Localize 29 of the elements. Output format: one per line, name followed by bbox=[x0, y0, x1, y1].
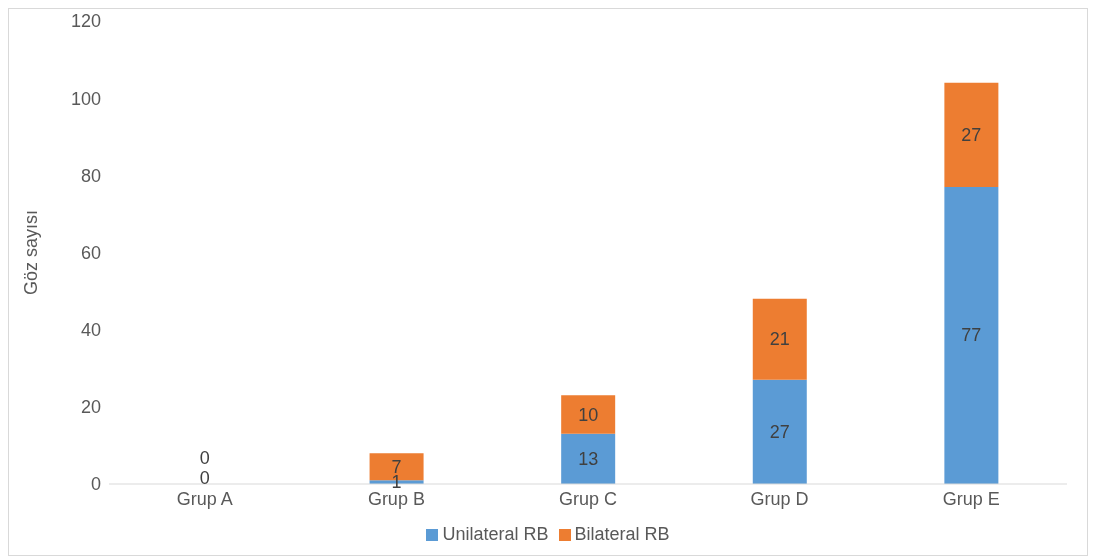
bar bbox=[944, 186, 999, 484]
data-label: 0 bbox=[199, 468, 210, 488]
y-tick-label: 80 bbox=[80, 165, 101, 186]
y-tick-label: 40 bbox=[80, 320, 101, 341]
x-tick-label: Grup D bbox=[750, 488, 809, 509]
x-tick-label: Grup B bbox=[367, 488, 425, 509]
data-label: 0 bbox=[199, 448, 210, 468]
bar bbox=[561, 395, 616, 434]
y-tick-label: 120 bbox=[70, 11, 101, 32]
bar bbox=[752, 298, 807, 380]
y-axis-title: Göz sayısı bbox=[21, 209, 42, 296]
data-label: 27 bbox=[961, 124, 982, 145]
y-tick-label: 20 bbox=[80, 397, 101, 418]
data-label: 27 bbox=[769, 421, 790, 442]
y-tick-label: 60 bbox=[80, 242, 101, 263]
x-tick-label: Grup E bbox=[942, 488, 1000, 509]
y-tick-label: 0 bbox=[90, 474, 101, 495]
x-tick-label: Grup A bbox=[176, 488, 233, 509]
data-label: 13 bbox=[578, 448, 599, 469]
bar bbox=[944, 82, 999, 187]
data-label: 77 bbox=[961, 325, 982, 346]
data-label: 10 bbox=[578, 404, 599, 425]
legend-label: Unilateral RB bbox=[442, 524, 549, 544]
bar bbox=[752, 379, 807, 484]
legend-label: Bilateral RB bbox=[574, 524, 670, 544]
x-tick-label: Grup C bbox=[558, 488, 618, 509]
bar bbox=[561, 433, 616, 484]
y-tick-label: 100 bbox=[70, 88, 101, 109]
data-label: 21 bbox=[769, 329, 790, 350]
